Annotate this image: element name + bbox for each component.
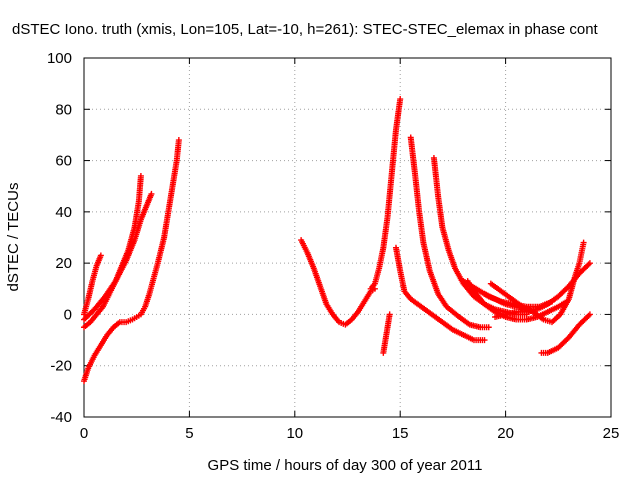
data-point (148, 190, 155, 197)
series-4 (81, 252, 104, 318)
data-point (523, 306, 530, 313)
series-6 (367, 96, 404, 292)
series-1 (81, 137, 182, 385)
data-point (386, 311, 393, 318)
y-tick-label: 60 (55, 153, 72, 170)
y-tick-label: 80 (55, 101, 72, 118)
data-point (586, 311, 593, 318)
data-point (175, 137, 182, 144)
series-16 (481, 290, 530, 313)
data-point (97, 252, 104, 259)
series-8 (392, 244, 488, 344)
y-axis-label: dSTEC / TECUs (5, 183, 22, 292)
y-tick-label: -20 (50, 358, 72, 375)
ticks: 0 5 10 15 20 25 -40 -20 0 20 40 60 80 100 (47, 50, 619, 442)
data-point (580, 239, 587, 246)
series-10 (430, 155, 530, 318)
data-points (81, 96, 593, 385)
series-3 (81, 190, 155, 323)
data-point (397, 96, 404, 103)
plot-frame (83, 57, 612, 418)
series-9 (407, 134, 492, 331)
series-15 (538, 311, 593, 356)
x-tick-label: 5 (185, 425, 193, 442)
x-tick-label: 25 (603, 425, 620, 442)
series-14 (492, 260, 593, 320)
series-7 (380, 311, 393, 356)
y-tick-label: -40 (50, 409, 72, 426)
data-point (137, 172, 144, 179)
series-2 (81, 172, 144, 331)
y-tick-label: 100 (47, 50, 72, 67)
chart-title: dSTEC Iono. truth (xmis, Lon=105, Lat=-1… (12, 21, 599, 38)
series-5 (298, 237, 378, 328)
y-tick-label: 0 (64, 306, 72, 323)
x-tick-label: 20 (497, 425, 514, 442)
x-tick-label: 10 (286, 425, 303, 442)
data-point (481, 337, 488, 344)
data-point (586, 260, 593, 267)
x-axis-label: GPS time / hours of day 300 of year 2011 (208, 457, 483, 474)
y-tick-label: 20 (55, 255, 72, 272)
x-tick-label: 0 (80, 425, 88, 442)
y-tick-label: 40 (55, 204, 72, 221)
data-point (485, 324, 492, 331)
x-tick-label: 15 (392, 425, 409, 442)
